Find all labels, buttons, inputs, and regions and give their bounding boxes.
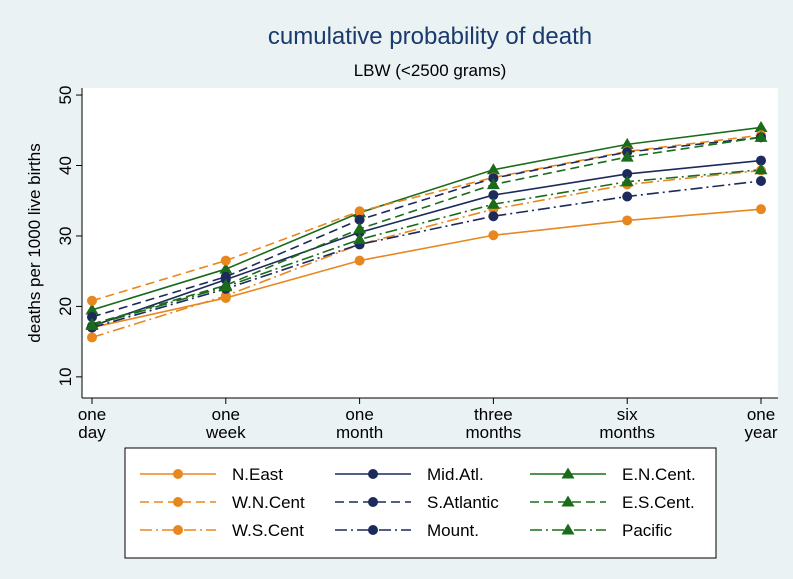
data-point — [488, 230, 499, 241]
x-tick-label: month — [336, 423, 383, 442]
y-tick-label: 30 — [56, 226, 75, 245]
plot-area — [82, 88, 778, 398]
series-line — [91, 168, 762, 327]
legend-marker — [173, 469, 183, 479]
legend-label: N.East — [232, 465, 283, 484]
data-point — [622, 168, 633, 179]
legend-label: Pacific — [622, 521, 673, 540]
x-tick-label: one — [747, 405, 775, 424]
chart-title: cumulative probability of death — [268, 23, 592, 50]
x-tick-label: week — [205, 423, 246, 442]
data-point — [754, 120, 768, 133]
legend-label: E.N.Cent. — [622, 465, 696, 484]
data-point — [486, 197, 500, 209]
legend-label: Mid.Atl. — [427, 465, 484, 484]
legend-label: S.Atlantic — [427, 493, 499, 512]
legend-label: Mount. — [427, 521, 479, 540]
data-point — [87, 332, 97, 343]
data-point — [87, 311, 97, 322]
data-point — [219, 280, 233, 292]
data-point — [622, 215, 633, 226]
data-point — [220, 271, 231, 282]
data-point — [354, 255, 365, 266]
legend-marker — [173, 525, 183, 535]
data-point — [754, 130, 768, 142]
data-point — [486, 163, 500, 175]
data-point — [622, 191, 633, 202]
data-point — [756, 176, 766, 186]
legend-marker — [173, 497, 183, 507]
legend-marker — [561, 495, 575, 507]
legend-marker — [368, 469, 378, 479]
data-point — [87, 295, 97, 306]
data-point — [486, 178, 500, 190]
data-point — [754, 163, 768, 175]
data-point — [354, 206, 365, 217]
y-tick-label: 20 — [56, 297, 75, 316]
data-point — [620, 150, 634, 162]
data-point — [220, 255, 231, 266]
series-line — [91, 169, 762, 339]
x-tick-label: one — [212, 405, 240, 424]
x-tick-label: day — [78, 423, 106, 442]
data-point — [756, 155, 766, 166]
legend — [124, 447, 717, 559]
data-point — [220, 290, 231, 301]
x-tick-label: year — [744, 423, 777, 442]
data-point — [756, 204, 766, 215]
series-line — [91, 134, 762, 302]
data-point — [488, 211, 499, 222]
data-point — [620, 137, 634, 149]
y-axis-title: deaths per 1000 live births — [25, 143, 44, 342]
x-tick-label: one — [78, 405, 106, 424]
x-tick-label: six — [617, 405, 638, 424]
legend-marker — [561, 467, 575, 479]
series-line — [91, 136, 762, 325]
legend-marker — [561, 523, 575, 535]
x-tick-label: one — [345, 405, 373, 424]
data-point — [354, 214, 365, 225]
data-point — [85, 318, 99, 330]
chart-subtitle: LBW (<2500 grams) — [354, 61, 507, 80]
x-tick-label: months — [466, 423, 522, 442]
data-point — [85, 303, 99, 315]
legend-label: W.N.Cent — [232, 493, 305, 512]
data-point — [219, 262, 233, 274]
legend-marker — [368, 525, 378, 535]
x-tick-label: three — [474, 405, 513, 424]
series-line — [91, 159, 762, 327]
legend-marker — [368, 497, 378, 507]
data-point — [353, 222, 367, 234]
data-point — [620, 175, 634, 187]
series-line — [91, 136, 762, 318]
legend-label: W.S.Cent — [232, 521, 304, 540]
data-point — [353, 232, 367, 245]
series-line — [91, 180, 762, 329]
y-tick-label: 50 — [56, 86, 75, 105]
data-point — [488, 190, 499, 201]
series-line — [91, 126, 762, 311]
y-tick-label: 40 — [56, 156, 75, 175]
x-tick-label: months — [599, 423, 655, 442]
y-tick-label: 10 — [56, 367, 75, 386]
legend-label: E.S.Cent. — [622, 493, 695, 512]
